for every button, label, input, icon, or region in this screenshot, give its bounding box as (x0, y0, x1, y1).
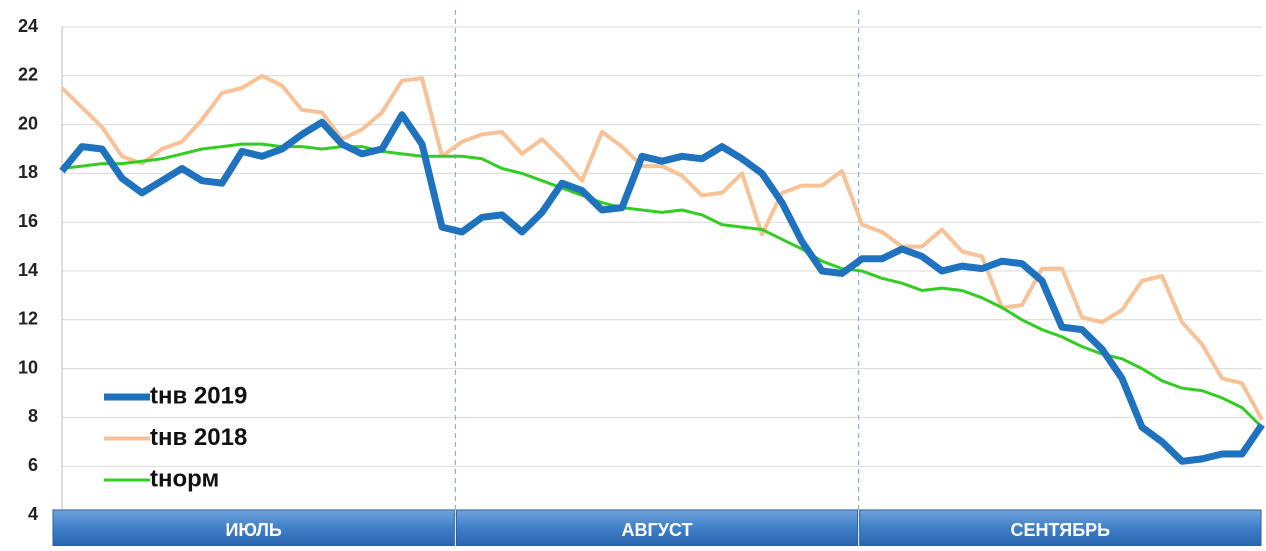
y-tick-label: 16 (18, 211, 38, 231)
y-tick-label: 14 (18, 260, 38, 280)
y-tick-label: 4 (28, 504, 38, 524)
series-line (59, 111, 1265, 465)
y-tick-label: 12 (18, 309, 38, 329)
y-tick-label: 22 (18, 65, 38, 85)
legend-label: tнв 2018 (150, 424, 247, 451)
legend-label: tнорм (150, 465, 219, 492)
month-band (52, 509, 455, 547)
y-tick-label: 10 (18, 357, 38, 377)
series-line (60, 73, 1264, 421)
legend-label: tнв 2019 (150, 382, 247, 409)
series-line (61, 142, 1264, 429)
month-label: СЕНТЯБРЬ (1011, 520, 1111, 540)
month-label: ИЮЛЬ (225, 520, 281, 540)
month-label: АВГУСТ (622, 520, 693, 540)
y-tick-label: 18 (18, 162, 38, 182)
y-tick-label: 8 (28, 406, 38, 426)
y-tick-label: 6 (28, 455, 38, 475)
month-band (859, 509, 1262, 547)
y-tick-label: 24 (18, 16, 38, 36)
month-band (455, 509, 859, 547)
y-tick-label: 20 (18, 113, 38, 133)
